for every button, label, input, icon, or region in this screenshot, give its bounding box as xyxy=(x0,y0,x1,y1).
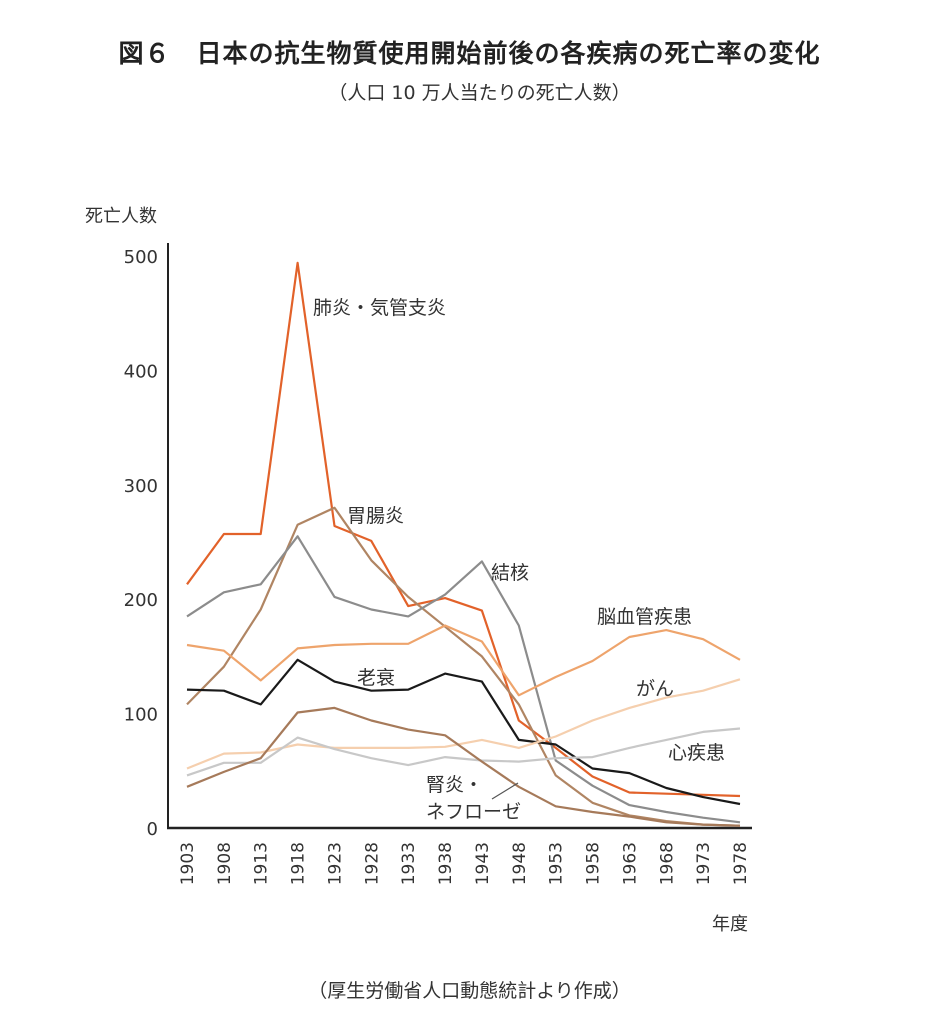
series-line-7 xyxy=(186,706,741,827)
series-label-line: 腎炎・ xyxy=(426,774,483,796)
y-tick-label: 100 xyxy=(124,705,158,726)
x-tick-label: 1903 xyxy=(178,842,198,885)
y-tick-label: 400 xyxy=(124,361,158,382)
series-label: がん xyxy=(636,678,674,700)
series-line-3 xyxy=(186,624,741,697)
series-label-line: ネフローゼ xyxy=(426,801,521,823)
chart-title: 図６ 日本の抗生物質使用開始前後の各疾病の死亡率の変化 xyxy=(118,39,821,68)
x-tick-label: 1933 xyxy=(399,842,419,885)
series-label: 心疾患 xyxy=(668,742,725,764)
x-tick-label: 1973 xyxy=(694,842,714,885)
x-tick-label: 1978 xyxy=(731,842,751,885)
y-tick-label: 200 xyxy=(124,590,158,611)
series-line-5 xyxy=(186,678,741,770)
x-axis-label: 年度 xyxy=(712,914,748,935)
series-line-6 xyxy=(186,727,741,777)
y-tick-label: 300 xyxy=(124,476,158,497)
x-tick-label: 1948 xyxy=(510,842,530,885)
series-label: 老衰 xyxy=(357,667,395,689)
chart-source: （厚生労働省人口動態統計より作成） xyxy=(308,980,631,1002)
y-tick-label: 0 xyxy=(147,819,158,840)
series-line-4 xyxy=(186,658,741,806)
series-label: 肺炎・気管支炎 xyxy=(313,297,446,319)
series-label: 脳血管疾患 xyxy=(597,606,692,628)
y-axis-label: 死亡人数 xyxy=(85,206,157,227)
x-tick-label: 1918 xyxy=(289,842,309,885)
x-tick-label: 1943 xyxy=(473,842,493,885)
x-tick-label: 1938 xyxy=(436,842,456,885)
x-tick-label: 1953 xyxy=(547,842,567,885)
y-tick-label: 500 xyxy=(124,247,158,268)
series-label: 胃腸炎 xyxy=(347,505,404,527)
x-tick-label: 1968 xyxy=(657,842,677,885)
x-tick-label: 1923 xyxy=(325,842,345,885)
series-line-2 xyxy=(186,535,741,824)
chart-subtitle: （人口 10 万人当たりの死亡人数） xyxy=(328,82,631,104)
x-tick-label: 1908 xyxy=(215,842,235,885)
series-line-1 xyxy=(186,506,741,827)
x-tick-label: 1913 xyxy=(252,842,272,885)
label-leader-line xyxy=(491,782,519,800)
series-label: 結核 xyxy=(491,562,529,584)
x-tick-label: 1928 xyxy=(362,842,382,885)
x-tick-label: 1958 xyxy=(584,842,604,885)
x-tick-label: 1963 xyxy=(620,842,640,885)
series-line-0 xyxy=(186,261,741,798)
